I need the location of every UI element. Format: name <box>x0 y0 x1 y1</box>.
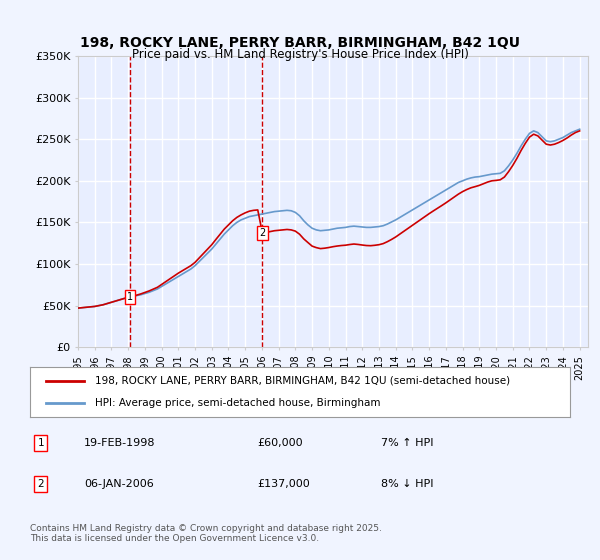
Text: Price paid vs. HM Land Registry's House Price Index (HPI): Price paid vs. HM Land Registry's House … <box>131 48 469 60</box>
Text: 19-FEB-1998: 19-FEB-1998 <box>84 438 155 448</box>
Text: 1: 1 <box>37 438 44 448</box>
Text: Contains HM Land Registry data © Crown copyright and database right 2025.
This d: Contains HM Land Registry data © Crown c… <box>30 524 382 543</box>
Text: £60,000: £60,000 <box>257 438 302 448</box>
Text: 1: 1 <box>127 292 133 302</box>
Text: 7% ↑ HPI: 7% ↑ HPI <box>381 438 433 448</box>
Text: HPI: Average price, semi-detached house, Birmingham: HPI: Average price, semi-detached house,… <box>95 398 380 408</box>
Text: 2: 2 <box>37 479 44 489</box>
Text: 198, ROCKY LANE, PERRY BARR, BIRMINGHAM, B42 1QU: 198, ROCKY LANE, PERRY BARR, BIRMINGHAM,… <box>80 36 520 50</box>
Text: £137,000: £137,000 <box>257 479 310 489</box>
Text: 198, ROCKY LANE, PERRY BARR, BIRMINGHAM, B42 1QU (semi-detached house): 198, ROCKY LANE, PERRY BARR, BIRMINGHAM,… <box>95 376 510 386</box>
Text: 06-JAN-2006: 06-JAN-2006 <box>84 479 154 489</box>
Text: 2: 2 <box>259 228 266 238</box>
Text: 8% ↓ HPI: 8% ↓ HPI <box>381 479 433 489</box>
